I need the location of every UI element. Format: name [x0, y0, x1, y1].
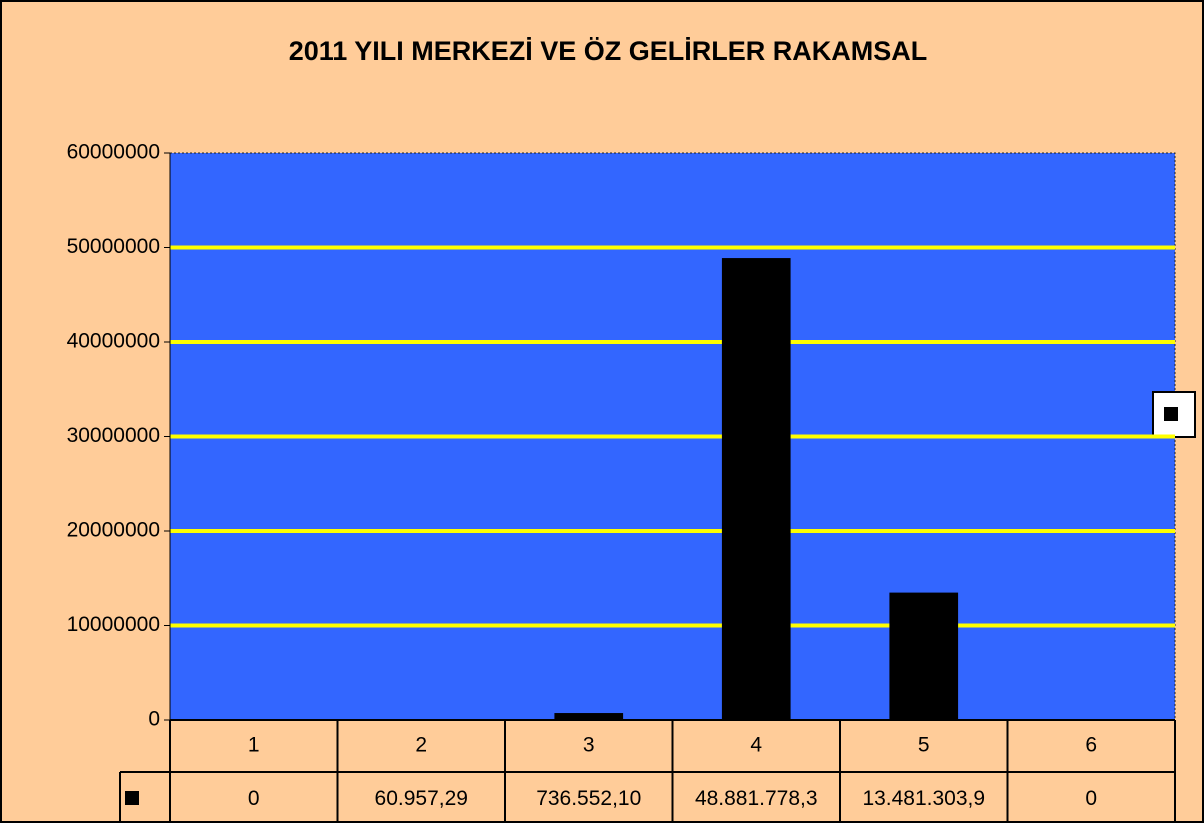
table-value: 736.552,10 [536, 787, 641, 810]
y-tick-label: 10000000 [67, 613, 160, 636]
y-tick-label: 60000000 [67, 141, 160, 164]
x-tick-label: 1 [248, 734, 260, 757]
table-value: 0 [1085, 787, 1097, 810]
chart-title: 2011 YILI MERKEZİ VE ÖZ GELİRLER RAKAMSA… [289, 36, 928, 66]
x-tick-label: 4 [750, 734, 762, 757]
bar [554, 713, 624, 720]
x-tick-label: 2 [415, 734, 427, 757]
x-tick-label: 6 [1085, 734, 1097, 757]
x-tick-label: 3 [583, 734, 595, 757]
y-tick-label: 40000000 [67, 330, 160, 353]
table-value: 13.481.303,9 [862, 787, 985, 810]
table-value: 60.957,29 [375, 787, 468, 810]
y-tick-label: 30000000 [67, 424, 160, 447]
table-value: 48.881.778,3 [695, 787, 818, 810]
x-tick-label: 5 [918, 734, 930, 757]
y-tick-label: 50000000 [67, 235, 160, 258]
legend-marker [1164, 407, 1178, 421]
y-tick-label: 0 [148, 708, 160, 731]
table-legend-marker [125, 791, 139, 805]
table-value: 0 [248, 787, 260, 810]
bar [386, 719, 456, 720]
y-tick-label: 20000000 [67, 519, 160, 542]
bar [889, 592, 959, 720]
bar [721, 258, 791, 720]
